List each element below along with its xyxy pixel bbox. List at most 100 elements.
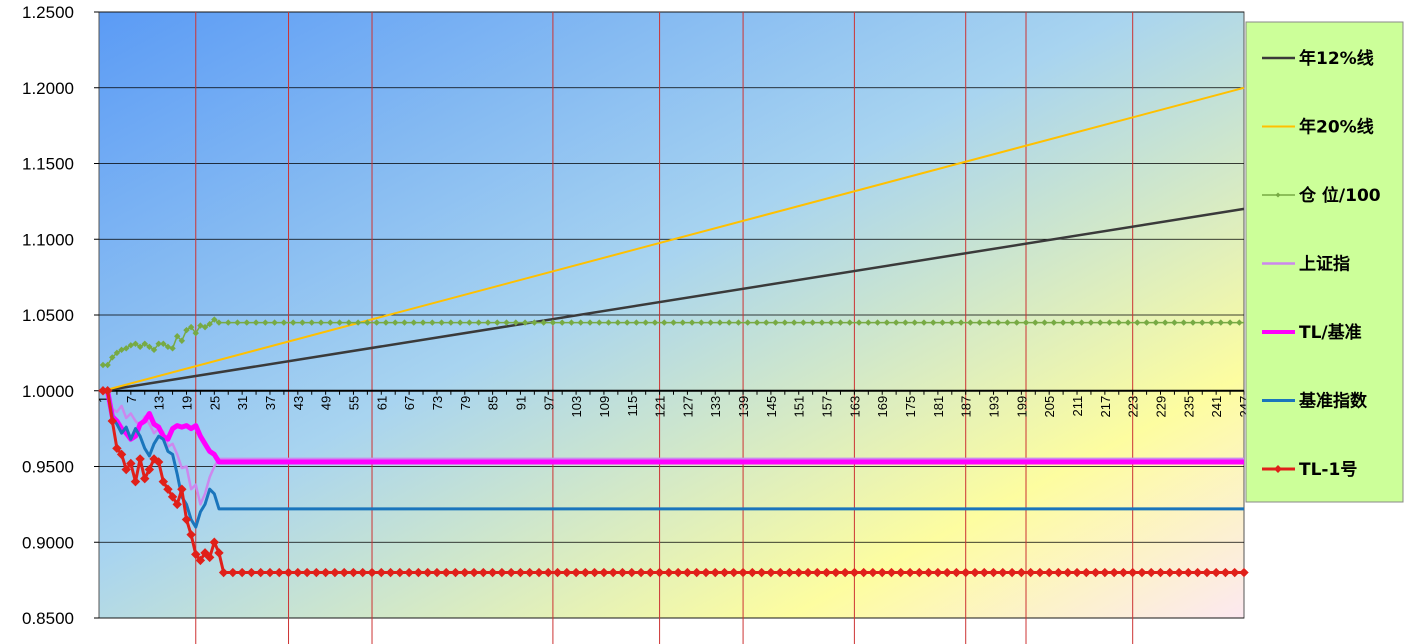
data-point — [1004, 319, 1011, 326]
data-point — [158, 476, 169, 487]
data-point — [391, 319, 399, 326]
data-point — [150, 346, 158, 354]
data-point — [367, 567, 377, 578]
data-point — [1081, 567, 1092, 578]
x-tick-label: 37 — [263, 396, 278, 410]
data-point — [654, 567, 665, 578]
data-point — [373, 319, 380, 326]
x-tick-label: 121 — [653, 396, 668, 418]
data-point — [930, 319, 937, 326]
legend-label: 基准指数 — [1298, 391, 1368, 412]
x-tick-label: 133 — [708, 396, 723, 418]
x-tick-label: 31 — [235, 396, 250, 410]
data-point — [809, 319, 816, 326]
data-point — [664, 567, 674, 578]
data-point — [1155, 567, 1166, 578]
data-point — [586, 319, 594, 326]
data-point — [1127, 567, 1138, 578]
data-point — [772, 319, 779, 326]
data-point — [540, 319, 547, 326]
data-point — [858, 567, 869, 578]
data-point — [140, 473, 150, 484]
data-point — [1090, 567, 1101, 578]
data-point — [933, 567, 943, 578]
series-line — [103, 389, 1244, 529]
data-point — [1106, 319, 1113, 326]
x-tick-label: 217 — [1098, 396, 1113, 418]
x-tick-label: 163 — [847, 396, 862, 418]
data-point — [753, 319, 761, 326]
x-tick-label: 115 — [625, 396, 640, 417]
data-point — [939, 319, 946, 326]
data-point — [1059, 319, 1067, 326]
x-tick-label: 139 — [736, 396, 751, 418]
data-point — [197, 322, 204, 329]
x-tick-label: 91 — [513, 396, 528, 410]
data-point — [102, 386, 113, 396]
data-point — [512, 319, 520, 326]
data-point — [970, 567, 980, 578]
legend-entry: 年20%线 — [1262, 117, 1374, 138]
x-tick-label: 145 — [764, 396, 779, 418]
data-point — [707, 319, 714, 326]
data-point — [237, 567, 247, 578]
data-point — [429, 319, 436, 326]
y-axis: 1.2500 1.2000 1.1500 1.1000 1.0500 1.0000 0.95… — [22, 3, 99, 628]
data-point — [382, 319, 390, 326]
data-point — [840, 567, 850, 578]
y-tick-label: 0.8500 — [22, 609, 74, 628]
data-point — [246, 567, 257, 578]
x-tick-label: 127 — [680, 396, 695, 418]
data-point — [1118, 567, 1129, 578]
x-tick-label: 73 — [430, 396, 445, 410]
data-point — [877, 567, 887, 578]
data-point — [781, 319, 789, 326]
data-point — [948, 319, 956, 326]
data-point — [460, 567, 470, 578]
data-point — [195, 555, 206, 566]
data-point — [849, 567, 860, 578]
data-point — [112, 443, 122, 454]
x-tick-label: 169 — [875, 396, 890, 418]
x-tick-label: 193 — [987, 396, 1002, 418]
data-point — [469, 567, 479, 578]
series-line — [102, 207, 1245, 393]
x-tick-label: 103 — [569, 396, 584, 418]
data-point — [228, 567, 238, 578]
data-point — [1208, 319, 1215, 326]
data-point — [1078, 319, 1085, 326]
data-point — [99, 361, 107, 369]
data-point — [283, 567, 294, 578]
legend-marker — [1274, 465, 1282, 473]
data-point — [118, 346, 125, 354]
data-point — [155, 340, 162, 347]
data-point — [160, 340, 167, 347]
data-point — [127, 342, 135, 349]
data-point — [1069, 319, 1076, 326]
y-tick-label: 0.9000 — [22, 533, 74, 552]
legend-entry: 仓 位/100 — [1262, 185, 1381, 206]
x-tick-label: 49 — [319, 396, 334, 410]
data-point — [661, 319, 668, 326]
data-point — [107, 416, 117, 426]
data-point — [846, 319, 853, 326]
data-point — [614, 319, 622, 326]
data-point — [299, 319, 306, 326]
data-point — [209, 537, 220, 547]
data-point — [1192, 567, 1203, 578]
series-layer — [98, 86, 1249, 578]
data-point — [354, 319, 362, 326]
x-tick-label: 175 — [903, 396, 918, 418]
data-point — [320, 567, 331, 578]
data-point — [562, 567, 572, 578]
data-point — [132, 340, 139, 347]
data-point — [1097, 319, 1104, 326]
data-point — [413, 567, 424, 578]
data-point — [645, 567, 656, 578]
data-point — [911, 319, 918, 326]
y-tick-label: 0.9500 — [22, 458, 74, 477]
data-point — [215, 319, 223, 326]
series-5 — [103, 389, 1244, 529]
data-point — [317, 319, 325, 326]
